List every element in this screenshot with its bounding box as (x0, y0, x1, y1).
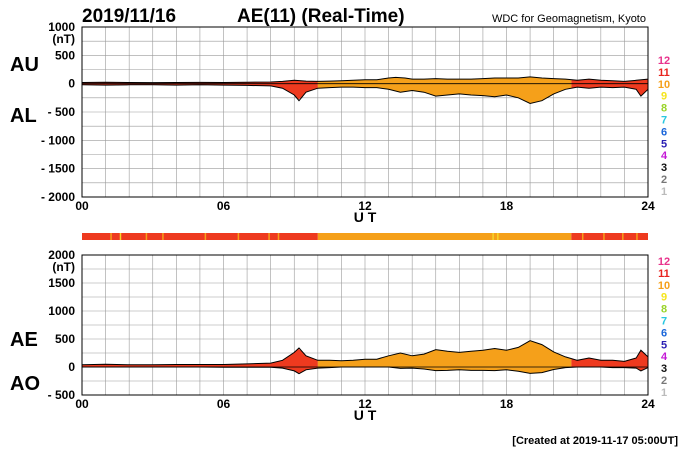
x-tick-label: 18 (500, 397, 514, 411)
station-bar-segment (82, 233, 318, 240)
station-bar-tick (237, 233, 240, 240)
y-tick-label: - 1000 (41, 133, 75, 147)
station-bar-tick (581, 233, 584, 240)
station-bar-tick (636, 233, 638, 240)
station-bar-tick (110, 233, 112, 240)
station-legend-item: 3 (661, 363, 667, 375)
au-label: AU (10, 54, 39, 76)
station-bar-tick (204, 233, 207, 240)
station-legend-item: 10 (658, 280, 670, 292)
station-bar (82, 233, 648, 240)
station-legend-item: 4 (661, 351, 668, 363)
x-tick-label: 24 (641, 397, 655, 411)
series-line-au (81, 76, 649, 84)
au-al-xlabel: U T (354, 209, 377, 225)
y-tick-label: 1500 (48, 276, 75, 290)
station-legend-item: 3 (661, 162, 667, 174)
station-legend-item: 9 (661, 292, 667, 304)
station-bar-tick (622, 233, 624, 240)
area-fill-segment (317, 77, 572, 103)
created-timestamp: [Created at 2019-11-17 05:00UT] (512, 435, 678, 447)
au-al-unit: (nT) (52, 32, 75, 46)
series-line-ae (81, 340, 649, 366)
y-tick-label: - 500 (48, 388, 76, 402)
station-legend-item: 9 (661, 91, 667, 103)
ae-ao-grid (81, 254, 649, 396)
station-bar-tick (497, 233, 499, 240)
station-legend-item: 11 (658, 268, 670, 280)
x-tick-label: 00 (75, 199, 89, 213)
station-legend-item: 12 (658, 55, 670, 67)
station-bar-tick (492, 233, 494, 240)
y-tick-label: 1000 (48, 20, 75, 34)
au-al-grid (81, 26, 649, 198)
y-tick-label: 0 (68, 77, 75, 91)
station-bar-tick (119, 233, 122, 240)
station-bar-tick (268, 233, 270, 240)
y-tick-label: 0 (68, 360, 75, 374)
station-legend-item: 10 (658, 79, 670, 91)
x-tick-label: 06 (217, 199, 231, 213)
ao-label: AO (10, 373, 40, 395)
x-tick-label: 12 (358, 199, 372, 213)
x-tick-label: 24 (641, 199, 655, 213)
y-tick-label: 2000 (48, 248, 75, 262)
station-legend-item: 2 (661, 375, 667, 387)
area-fill-segment (317, 341, 572, 374)
ae-ao-xlabel: U T (354, 407, 377, 423)
station-legend-item: 6 (661, 126, 667, 138)
series-line-al (81, 84, 649, 105)
x-tick-label: 00 (75, 397, 89, 411)
al-label: AL (10, 105, 37, 127)
y-tick-label: 1000 (48, 304, 75, 318)
y-tick-label: - 1500 (41, 162, 75, 176)
station-bar-tick (162, 233, 164, 240)
station-legend-item: 11 (658, 67, 670, 79)
station-bar-segment (571, 233, 648, 240)
station-legend-item: 12 (658, 256, 670, 268)
station-legend-item: 1 (661, 186, 667, 198)
x-tick-label: 12 (358, 397, 372, 411)
station-legend-item: 2 (661, 174, 667, 186)
plot-frame (81, 26, 649, 198)
station-legend-item: 7 (661, 115, 667, 127)
station-legend-item: 8 (661, 304, 667, 316)
x-tick-label: 18 (500, 199, 514, 213)
x-tick-label: 06 (217, 397, 231, 411)
station-bar-tick (145, 233, 148, 240)
y-tick-label: 500 (55, 48, 75, 62)
y-tick-label: - 2000 (41, 190, 75, 204)
station-legend-item: 4 (661, 150, 668, 162)
station-legend-item: 5 (661, 138, 667, 150)
chart-source: WDC for Geomagnetism, Kyoto (492, 13, 646, 25)
station-legend-item: 7 (661, 316, 667, 328)
ae-ao-unit: (nT) (52, 260, 75, 274)
plot-frame (81, 254, 649, 396)
station-bar-tick (277, 233, 280, 240)
chart-date: 2019/11/16 (82, 6, 176, 27)
station-bar-segment (317, 233, 572, 240)
station-legend-item: 8 (661, 103, 667, 115)
y-tick-label: - 500 (48, 105, 76, 119)
station-legend-item: 1 (661, 387, 667, 399)
ae-label: AE (10, 329, 38, 351)
station-bar-tick (603, 233, 605, 240)
station-legend-item: 5 (661, 339, 667, 351)
station-legend-item: 6 (661, 327, 667, 339)
chart-title: AE(11) (Real-Time) (237, 6, 405, 27)
y-tick-label: 500 (55, 332, 75, 346)
